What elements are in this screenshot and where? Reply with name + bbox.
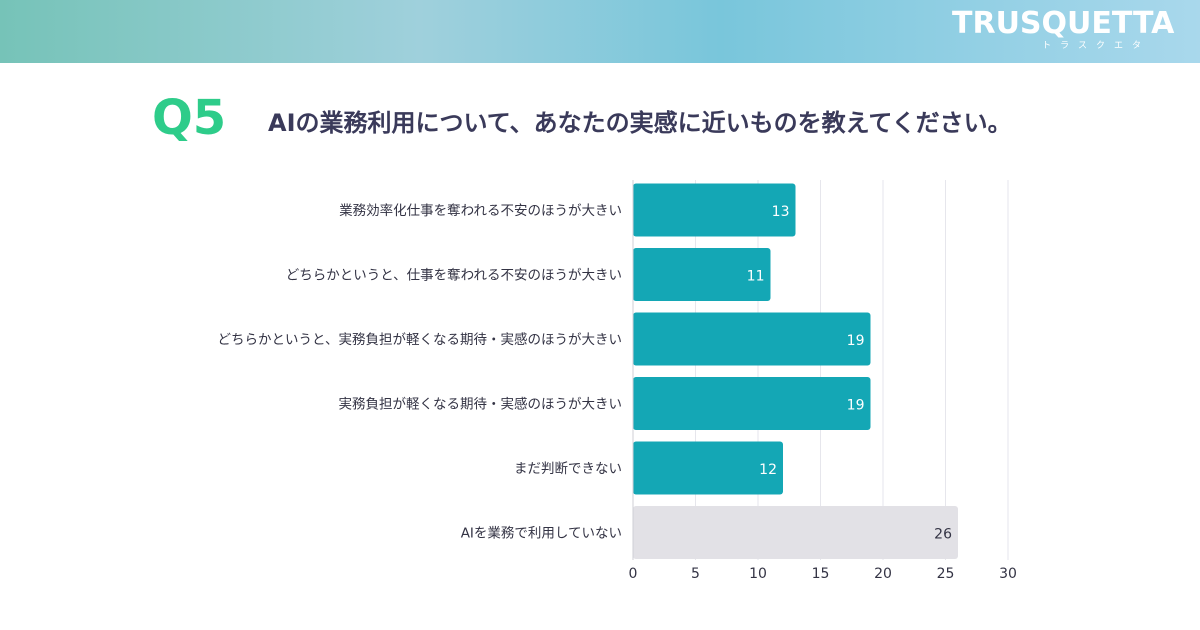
bar: [633, 248, 771, 301]
data-label: 19: [847, 333, 865, 349]
data-label: 11: [747, 269, 765, 285]
data-label: 13: [772, 204, 790, 220]
category-label: まだ判断できない: [514, 461, 622, 477]
question-text: AIの業務利用について、あなたの実感に近いものを教えてください。: [268, 109, 1012, 137]
category-label: 業務効率化仕事を奪われる不安のほうが大きい: [339, 202, 622, 219]
bar: [633, 377, 871, 430]
data-label: 12: [759, 462, 777, 478]
category-label: どちらかというと、仕事を奪われる不安のほうが大きい: [286, 267, 622, 284]
bar: [633, 312, 871, 366]
logo-text: TRUSQUETTA: [952, 6, 1175, 41]
x-tick-label: 25: [937, 566, 955, 582]
data-label: 26: [934, 527, 952, 543]
question-number: Q5: [152, 90, 227, 146]
x-tick-label: 30: [999, 566, 1017, 582]
data-label: 19: [847, 398, 865, 414]
category-label: 実務負担が軽くなる期待・実感のほうが大きい: [339, 396, 623, 413]
bar: [633, 441, 783, 495]
category-label: AIを業務で利用していない: [461, 526, 622, 542]
category-label: どちらかというと、実務負担が軽くなる期待・実感のほうが大きい: [218, 331, 622, 348]
x-tick-label: 0: [629, 566, 638, 582]
bar: [633, 183, 796, 237]
x-tick-label: 5: [691, 566, 700, 582]
header-banner: TRUSQUETTA トラスクエタ: [0, 0, 1200, 63]
logo-subtext: トラスクエタ: [1042, 41, 1150, 51]
x-tick-label: 10: [749, 566, 767, 582]
x-tick-label: 20: [874, 566, 892, 582]
x-tick-label: 15: [812, 566, 830, 582]
brand-logo: TRUSQUETTA トラスクエタ: [952, 6, 1175, 52]
bar: [633, 506, 958, 559]
